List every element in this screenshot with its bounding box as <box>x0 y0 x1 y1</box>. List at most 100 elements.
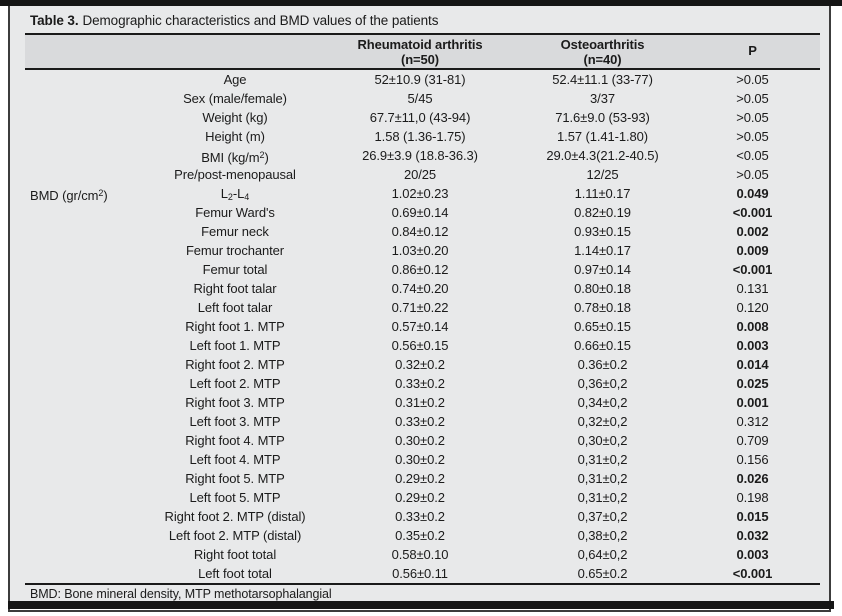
cell-osteoarthritis-value: 0,38±0,2 <box>577 528 628 543</box>
cell-rheumatoid-value: 67.7±11,0 (43-94) <box>369 110 471 125</box>
table-row: Pre/post-menopausal 20/25 12/25 >0.05 <box>25 165 820 184</box>
cell-p-value: 0.049 <box>736 186 769 201</box>
cell-rheumatoid-value: 0.29±0.2 <box>395 471 445 486</box>
cell-parameter-label: Left foot 2. MTP <box>189 376 281 391</box>
cell-rheumatoid-value: 0.30±0.2 <box>395 452 445 467</box>
cell-p-value: >0.05 <box>736 91 769 106</box>
cell-osteoarthritis-value: 0,34±0,2 <box>577 395 628 410</box>
cell-parameter-label: Right foot 4. MTP <box>185 433 285 448</box>
table-frame: Table 3. Demographic characteristics and … <box>8 4 831 612</box>
cell-osteoarthritis-value: 3/37 <box>590 91 615 106</box>
cell-group-label <box>25 507 150 526</box>
cell-group-label <box>25 127 150 146</box>
cell-parameter-label: Pre/post-menopausal <box>174 167 296 182</box>
cell-p-value: 0.156 <box>736 452 769 467</box>
cell-rheumatoid-value: 0.30±0.2 <box>395 433 445 448</box>
cell-group-label <box>25 336 150 355</box>
cell-rheumatoid-value: 0.58±0.10 <box>391 547 449 562</box>
cell-rheumatoid-value: 0.33±0.2 <box>395 509 445 524</box>
table-background <box>10 6 829 603</box>
cell-osteoarthritis-value: 1.14±0.17 <box>574 243 631 258</box>
cell-parameter-label: Sex (male/female) <box>183 91 287 106</box>
cell-rheumatoid-value: 0.71±0.22 <box>391 300 449 315</box>
cell-parameter-label: Age <box>223 72 247 87</box>
cell-rheumatoid-value: 0.32±0.2 <box>395 357 445 372</box>
cell-parameter-label: Weight (kg) <box>202 110 268 125</box>
cell-group-label <box>25 298 150 317</box>
cell-parameter-label: Right foot total <box>193 547 277 562</box>
cell-group-label <box>25 241 150 260</box>
cell-osteoarthritis-value: 12/25 <box>586 167 619 182</box>
table-row: BMD (gr/cm2) L2-L4 1.02±0.23 1.11±0.17 0.049 <box>25 184 820 203</box>
table-row: Femur Ward's 0.69±0.14 0.82±0.19 <0.001 <box>25 203 820 222</box>
table-row: Sex (male/female) 5/45 3/37 >0.05 <box>25 89 820 108</box>
cell-rheumatoid-value: 0.35±0.2 <box>395 528 445 543</box>
cell-group-label <box>25 279 150 298</box>
table-row: Femur trochanter 1.03±0.20 1.14±0.17 0.009 <box>25 241 820 260</box>
column-header-group <box>25 35 150 68</box>
cell-rheumatoid-value: 0.33±0.2 <box>395 414 445 429</box>
column-header-rheumatoid-name: Rheumatoid arthritis <box>357 37 483 52</box>
table-row: Femur total 0.86±0.12 0.97±0.14 <0.001 <box>25 260 820 279</box>
cell-group-label <box>25 146 150 165</box>
cell-group-label <box>25 165 150 184</box>
cell-parameter-label: Left foot 1. MTP <box>189 338 281 353</box>
cell-osteoarthritis-value: 0.65±0.2 <box>577 566 628 581</box>
cell-osteoarthritis-value: 1.57 (1.41-1.80) <box>557 129 648 144</box>
cell-rheumatoid-value: 20/25 <box>403 167 437 182</box>
cell-p-value: 0.009 <box>736 243 769 258</box>
cell-p-value: 0.014 <box>736 357 769 372</box>
cell-p-value: 0.003 <box>736 338 769 353</box>
cell-osteoarthritis-value: 0,32±0,2 <box>577 414 628 429</box>
cell-p-value: <0.05 <box>736 148 769 163</box>
table-row: Right foot 2. MTP 0.32±0.2 0.36±0.2 0.014 <box>25 355 820 374</box>
cell-rheumatoid-value: 5/45 <box>407 91 433 106</box>
cell-group-label <box>25 431 150 450</box>
bottom-rule <box>8 601 834 609</box>
cell-p-value: <0.001 <box>732 205 773 220</box>
cell-p-value: 0.312 <box>736 414 769 429</box>
cell-parameter-label: Left foot 5. MTP <box>189 490 281 505</box>
cell-group-label <box>25 355 150 374</box>
cell-osteoarthritis-value: 52.4±11.1 (33-77) <box>552 72 653 87</box>
cell-osteoarthritis-value: 0.78±0.18 <box>574 300 631 315</box>
cell-rheumatoid-value: 0.33±0.2 <box>395 376 445 391</box>
cell-parameter-label: Femur total <box>202 262 268 277</box>
column-header-parameter <box>150 35 320 68</box>
cell-group-label <box>25 488 150 507</box>
table-row: Age 52±10.9 (31-81) 52.4±11.1 (33-77) >0.05 <box>25 70 820 89</box>
cell-p-value: 0.003 <box>736 547 769 562</box>
table-row: Right foot 3. MTP 0.31±0.2 0,34±0,2 0.001 <box>25 393 820 412</box>
cell-osteoarthritis-value: 0.80±0.18 <box>574 281 631 296</box>
cell-group-label <box>25 203 150 222</box>
cell-p-value: 0.002 <box>736 224 769 239</box>
cell-rheumatoid-value: 1.58 (1.36-1.75) <box>374 129 466 144</box>
cell-parameter-label: Femur neck <box>201 224 269 239</box>
cell-parameter-label: Right foot 2. MTP <box>185 357 285 372</box>
cell-group-label <box>25 317 150 336</box>
title-underline-rule <box>25 33 820 35</box>
column-header-p: P <box>748 43 757 58</box>
cell-osteoarthritis-value: 0.66±0.15 <box>574 338 631 353</box>
cell-parameter-label: Right foot 3. MTP <box>185 395 285 410</box>
cell-parameter-label: Right foot talar <box>193 281 277 296</box>
cell-group-label <box>25 450 150 469</box>
cell-osteoarthritis-value: 0,31±0,2 <box>577 452 628 467</box>
cell-parameter-label: Femur Ward's <box>195 205 275 220</box>
table-header-row: Rheumatoid arthritis (n=50) Osteoarthrit… <box>25 35 820 70</box>
cell-parameter-label: L2-L4 <box>220 186 250 202</box>
cell-group-label <box>25 393 150 412</box>
table-row: Left foot 4. MTP 0.30±0.2 0,31±0,2 0.156 <box>25 450 820 469</box>
column-header-rheumatoid-n: (n=50) <box>400 52 440 67</box>
cell-rheumatoid-value: 26.9±3.9 (18.8-36.3) <box>362 148 478 163</box>
cell-group-label <box>25 108 150 127</box>
cell-osteoarthritis-value: 0.82±0.19 <box>574 205 631 220</box>
cell-osteoarthritis-value: 0.36±0.2 <box>577 357 628 372</box>
cell-group-label <box>25 526 150 545</box>
cell-parameter-label: Left foot 4. MTP <box>189 452 281 467</box>
table-row: Height (m) 1.58 (1.36-1.75) 1.57 (1.41-1.8… <box>25 127 820 146</box>
cell-p-value: >0.05 <box>736 72 769 87</box>
cell-group-label: BMD (gr/cm2) <box>30 188 108 203</box>
table-row: Left foot 5. MTP 0.29±0.2 0,31±0,2 0.198 <box>25 488 820 507</box>
